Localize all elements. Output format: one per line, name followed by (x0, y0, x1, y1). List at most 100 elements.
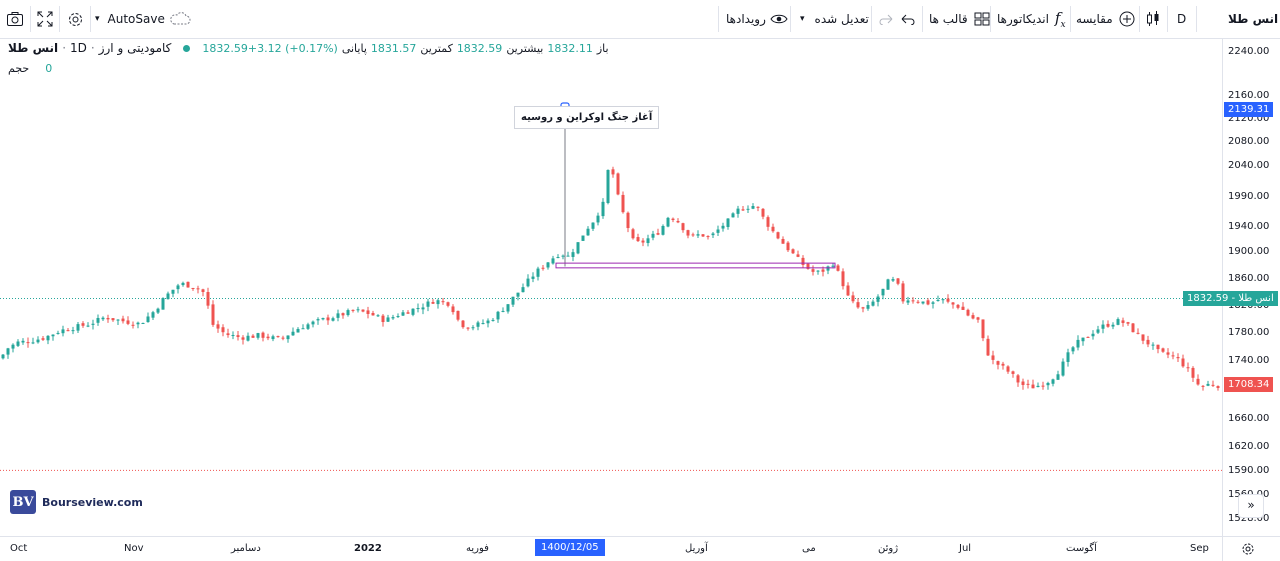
candle-body (936, 299, 940, 302)
candle-body (41, 338, 45, 340)
settings-gear-icon[interactable] (67, 0, 84, 38)
candle-body (191, 287, 195, 289)
candle-body (386, 317, 390, 322)
candle-body (206, 292, 210, 306)
candle-body (861, 307, 865, 309)
candle-body (706, 236, 710, 238)
candle-body (1086, 336, 1090, 338)
candle-body (716, 229, 720, 233)
settings-gear-icon[interactable] (1241, 542, 1255, 556)
candle-body (606, 169, 610, 204)
candle-body (151, 312, 155, 318)
candle-body (806, 263, 810, 269)
candle-body (436, 300, 440, 305)
time-tick-label: فوریه (466, 543, 489, 554)
candle-body (886, 279, 890, 290)
event-annotation-label[interactable]: آغاز جنگ اوکراین و روسیه (514, 106, 660, 129)
fullscreen-icon[interactable] (37, 0, 53, 38)
undo-icon[interactable] (900, 0, 916, 38)
candle-body (816, 270, 820, 272)
candle-body (1, 354, 5, 359)
candle-body (711, 233, 715, 236)
templates-button[interactable]: قالب ها (929, 0, 990, 38)
candle-body (956, 304, 960, 308)
candle-body (96, 317, 100, 323)
candle-body (696, 234, 700, 236)
candle-body (296, 328, 300, 333)
candle-body (781, 238, 785, 244)
candle-body (441, 301, 445, 303)
chevron-down-icon: ▾ (95, 14, 100, 24)
candle-body (1171, 355, 1175, 357)
events-label: رویدادها (726, 12, 766, 26)
candle-body (726, 218, 730, 227)
candle-body (721, 225, 725, 229)
candle-body (1186, 367, 1190, 369)
candle-body (271, 336, 275, 340)
candle-body (146, 316, 150, 323)
autosave-label: AutoSave (107, 12, 165, 26)
symbol-search-button[interactable]: انس طلا (1228, 0, 1278, 38)
indicators-button[interactable]: اندیکاتورها fx (997, 0, 1066, 38)
candle-body (371, 312, 375, 316)
candle-body (1081, 337, 1085, 342)
candle-body (126, 320, 130, 324)
candle-body (526, 278, 530, 287)
candle-body (56, 332, 60, 334)
legend-title: انس طلا (8, 41, 59, 55)
volume-value: 0 (45, 62, 53, 75)
candle-body (771, 226, 775, 232)
candle-body (871, 301, 875, 306)
candle-body (1061, 361, 1065, 376)
last-price-tag: 1708.34 (1224, 377, 1274, 392)
adjusted-dropdown[interactable]: ▾ تعدیل شده (800, 0, 869, 38)
redo-icon[interactable] (878, 0, 894, 38)
compare-button[interactable]: مقایسه (1076, 0, 1135, 38)
candle-body (961, 306, 965, 310)
scroll-to-latest-button[interactable]: » (1238, 494, 1264, 518)
candle-body (376, 315, 380, 317)
candle-body (621, 194, 625, 213)
camera-icon[interactable] (6, 0, 24, 38)
candle-body (636, 237, 640, 242)
candle-body (1191, 367, 1195, 378)
time-tick-label: Oct (10, 543, 28, 554)
candle-body (136, 322, 140, 325)
candle-body (461, 320, 465, 328)
candle-body (46, 335, 50, 341)
candle-body (231, 335, 235, 337)
candles-icon[interactable] (1146, 0, 1160, 38)
candle-body (656, 233, 660, 235)
price-tick-label: 2240.00 (1228, 46, 1270, 57)
time-tick-label: ژوئن (878, 543, 899, 554)
candle-body (161, 298, 165, 310)
candle-body (251, 335, 255, 338)
candle-body (171, 289, 175, 294)
candle-body (796, 254, 800, 257)
price-axis[interactable] (1222, 38, 1280, 536)
chevron-down-icon: ▾ (800, 14, 805, 24)
candle-body (546, 262, 550, 268)
candle-body (881, 288, 885, 296)
candle-body (481, 323, 485, 325)
time-axis-highlight: 1400/12/05 (535, 539, 605, 556)
candle-body (966, 309, 970, 316)
candle-body (196, 288, 200, 290)
events-button[interactable]: رویدادها (726, 0, 788, 38)
candle-body (971, 315, 975, 319)
candle-body (501, 310, 505, 312)
candle-body (401, 312, 405, 316)
time-axis[interactable] (0, 536, 1222, 561)
volume-label: حجم (8, 62, 30, 75)
top-toolbar: ▾ AutoSave رویدادها ▾ تعدیل شده قالب ها … (0, 0, 1280, 39)
candle-body (1091, 333, 1095, 337)
candle-body (911, 300, 915, 302)
interval-button[interactable]: D (1177, 0, 1186, 38)
candle-body (801, 257, 805, 265)
candle-body (471, 327, 475, 329)
candle-body (21, 340, 25, 343)
chart-plot-area[interactable] (0, 38, 1222, 536)
candle-body (1151, 344, 1155, 346)
candle-body (761, 208, 765, 217)
autosave-button[interactable]: ▾ AutoSave (95, 0, 191, 38)
